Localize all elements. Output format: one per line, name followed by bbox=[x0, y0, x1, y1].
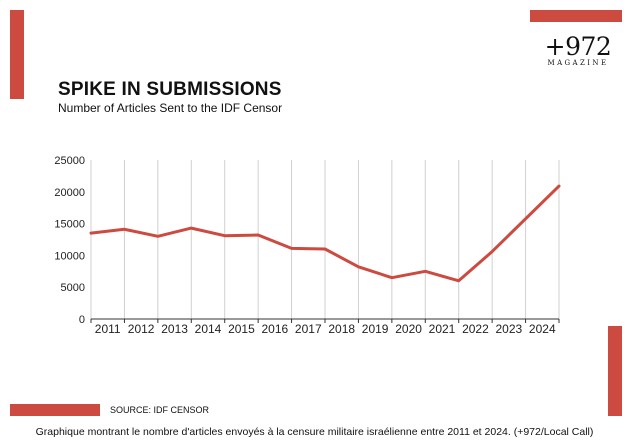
decorative-bar-bottom-right bbox=[608, 326, 622, 416]
x-tick-label-2020: 2020 bbox=[395, 322, 422, 336]
source-note: SOURCE: IDF CENSOR bbox=[110, 405, 210, 415]
x-tick-label-2018: 2018 bbox=[328, 322, 355, 336]
series-line-0 bbox=[89, 184, 561, 283]
series-layer bbox=[89, 184, 561, 283]
chart-title: SPIKE IN SUBMISSIONS bbox=[58, 79, 282, 100]
decorative-bar-source bbox=[10, 404, 100, 416]
x-tick-label-2011: 2011 bbox=[95, 322, 121, 336]
y-tick-label-0: 0 bbox=[79, 314, 85, 326]
y-tick-label-5: 25000 bbox=[54, 155, 85, 167]
x-tick-label-2016: 2016 bbox=[262, 322, 289, 336]
x-tick-label-2024: 2024 bbox=[529, 322, 556, 336]
label-layer: 0 5000 10000 15000 20000 25000 2011 2012 2013 201… bbox=[54, 155, 556, 336]
axis-layer bbox=[90, 318, 560, 323]
x-tick-label-2017: 2017 bbox=[295, 322, 322, 336]
x-tick-label-2023: 2023 bbox=[496, 322, 523, 336]
decorative-bar-left bbox=[10, 10, 24, 99]
decorative-bar-top-right bbox=[530, 10, 622, 22]
x-tick-label-2013: 2013 bbox=[161, 322, 188, 336]
y-tick-label-1: 5000 bbox=[61, 282, 85, 294]
image-caption: Graphique montrant le nombre d'articles … bbox=[35, 426, 594, 438]
x-tick-label-2014: 2014 bbox=[195, 322, 222, 336]
y-tick-label-3: 15000 bbox=[54, 219, 85, 231]
chart-subtitle: Number of Articles Sent to the IDF Censo… bbox=[58, 101, 283, 115]
y-tick-label-2: 10000 bbox=[54, 250, 85, 262]
logo-mark: +972 bbox=[544, 32, 612, 61]
x-tick-label-2012: 2012 bbox=[128, 322, 155, 336]
x-tick-label-2015: 2015 bbox=[228, 322, 255, 336]
x-tick-label-2019: 2019 bbox=[362, 322, 389, 336]
y-tick-label-4: 20000 bbox=[54, 187, 85, 199]
grid-layer bbox=[90, 160, 560, 319]
logo-subtitle: MAGAZINE bbox=[547, 59, 609, 67]
x-tick-label-2022: 2022 bbox=[462, 322, 489, 336]
magazine-logo: +972 MAGAZINE bbox=[538, 32, 618, 68]
x-tick-label-2021: 2021 bbox=[429, 322, 456, 336]
